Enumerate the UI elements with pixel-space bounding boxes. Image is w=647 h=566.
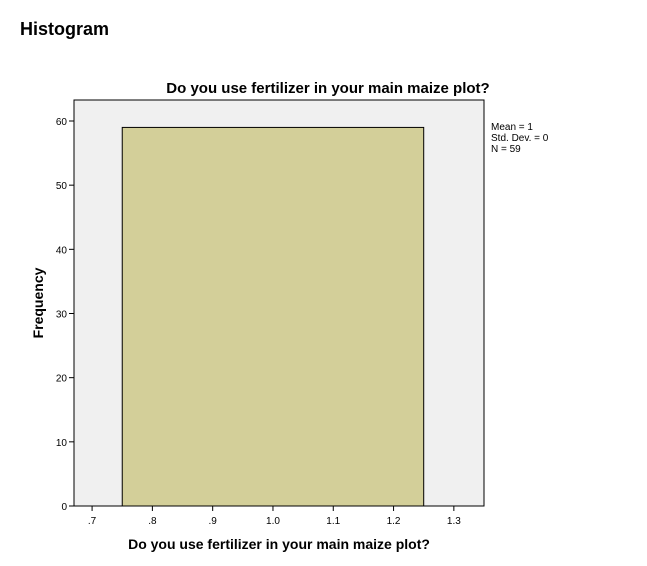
y-axis-label: Frequency	[30, 267, 46, 338]
y-axis: 0 10 20 30 40 50 60	[56, 117, 74, 513]
y-tick-label-40: 40	[56, 245, 68, 256]
y-tick-label-50: 50	[56, 181, 68, 192]
x-tick-label-3: 1.0	[266, 516, 280, 527]
y-tick-label-0: 0	[61, 502, 67, 513]
y-tick-label-20: 20	[56, 374, 68, 385]
x-tick-label-2: .9	[209, 516, 218, 527]
histogram-bar-0	[121, 126, 425, 507]
x-tick-label-5: 1.2	[387, 516, 401, 527]
output-heading: Histogram	[20, 19, 110, 39]
y-tick-label-10: 10	[56, 438, 68, 449]
y-tick-label-30: 30	[56, 310, 68, 321]
chart-title: Do you use fertilizer in your main maize…	[166, 80, 489, 97]
stat-n: N = 59	[491, 144, 521, 155]
x-axis: .7 .8 .9 1.0 1.1 1.2 1.3	[88, 506, 461, 527]
x-axis-label: Do you use fertilizer in your main maize…	[128, 536, 430, 552]
stat-std-dev: Std. Dev. = 0	[491, 133, 549, 144]
y-tick-label-60: 60	[56, 117, 68, 128]
x-tick-label-0: .7	[88, 516, 97, 527]
stat-mean: Mean = 1	[491, 122, 533, 133]
x-tick-label-6: 1.3	[447, 516, 461, 527]
x-tick-label-4: 1.1	[326, 516, 340, 527]
stats-legend: Mean = 1 Std. Dev. = 0 N = 59	[491, 122, 548, 155]
x-tick-label-1: .8	[148, 516, 157, 527]
